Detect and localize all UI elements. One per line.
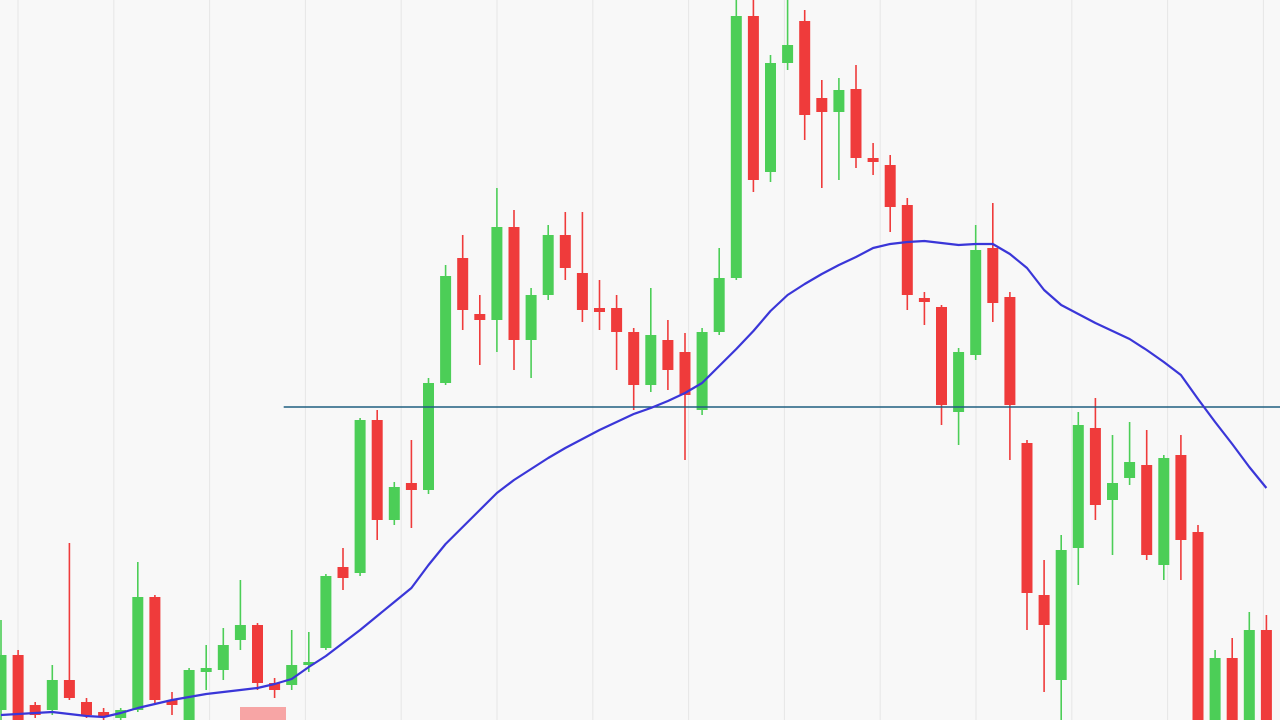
candle-body (1209, 658, 1221, 720)
candle-body (816, 98, 828, 112)
candle-body (918, 298, 930, 302)
candle-body (833, 90, 845, 112)
candle-body (132, 597, 144, 710)
candle-body (234, 625, 246, 640)
candle-body (1072, 425, 1084, 548)
candle-body (303, 662, 315, 665)
candle-body (81, 702, 92, 715)
candle-body (782, 45, 794, 63)
candle-body (217, 645, 229, 670)
candle-body (286, 665, 298, 685)
candle-body (594, 308, 605, 312)
candle-body (423, 383, 434, 490)
candle-body (1158, 458, 1170, 565)
candle-body (765, 63, 776, 172)
candle-body (1141, 465, 1153, 555)
candle-body (388, 487, 400, 520)
candle-body (1107, 483, 1118, 500)
candle-body (1175, 455, 1187, 540)
candle-body (354, 420, 366, 573)
candle-body (542, 235, 554, 295)
candle-body (867, 158, 879, 162)
candle-body (1124, 462, 1136, 478)
candle-body (628, 332, 640, 385)
candle-body (29, 705, 41, 715)
candle-body (200, 668, 212, 672)
candle-body (252, 625, 263, 683)
candle-body (611, 308, 623, 332)
candle-body (799, 21, 811, 115)
candle-body (337, 567, 349, 578)
candle-body (1055, 550, 1067, 680)
candle-body (98, 712, 110, 716)
candle-body (987, 248, 999, 303)
candle-body (440, 276, 452, 383)
candle-body (696, 332, 708, 410)
candle-body (953, 352, 965, 412)
candle-body (1038, 595, 1050, 625)
candle-body (713, 278, 725, 332)
candle-body (46, 680, 58, 710)
marker (240, 707, 286, 720)
candle-body (1089, 428, 1101, 505)
candle-body (320, 576, 332, 648)
candle-body (970, 250, 982, 355)
candle-body (491, 227, 503, 320)
candle-body (645, 335, 657, 385)
candle-body (884, 165, 896, 207)
moving-average (0, 239, 1268, 719)
candle-body (269, 683, 281, 690)
candle-body (405, 483, 417, 490)
candle-body (901, 205, 913, 295)
candle-body (1260, 630, 1272, 720)
candle-body (63, 680, 75, 698)
candle-body (508, 227, 520, 340)
candle-body (559, 235, 571, 268)
candle-body (12, 655, 24, 720)
candle-body (576, 273, 588, 310)
candle-body (149, 597, 161, 700)
candle-body (679, 352, 691, 395)
candle-body (1004, 297, 1016, 405)
candle-body (457, 258, 469, 310)
candle-body (525, 295, 537, 340)
grid (17, 0, 1264, 720)
candle-body (1021, 443, 1033, 593)
candle-body (1243, 630, 1255, 720)
candle-body (1226, 658, 1238, 720)
candle-body (0, 655, 7, 710)
candle-body (662, 340, 674, 370)
candle-body (850, 89, 862, 158)
candle-body (730, 16, 742, 278)
candle-body (166, 700, 178, 705)
candle-body (747, 16, 759, 180)
candle-body (371, 420, 383, 520)
candle-body (183, 670, 195, 720)
candle-body (936, 307, 947, 405)
candle-body (1192, 532, 1204, 720)
candle-body (474, 314, 486, 320)
